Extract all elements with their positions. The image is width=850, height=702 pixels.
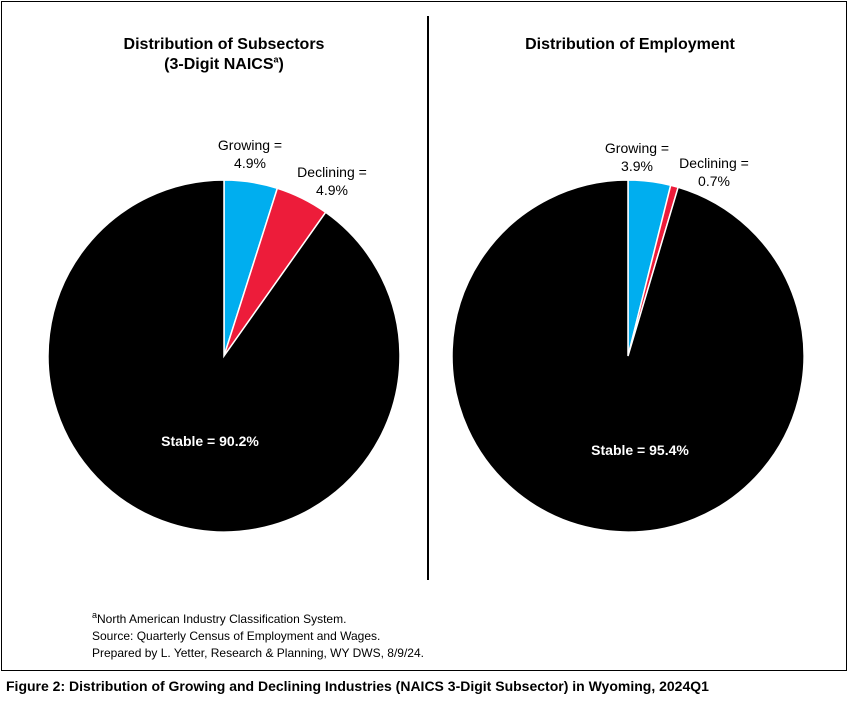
footnote-superscript: a	[92, 610, 98, 620]
prepared-line: Prepared by L. Yetter, Research & Planni…	[92, 646, 424, 660]
chart-notes: aNorth American Industry Classification …	[92, 611, 424, 662]
slice-label-stable: Stable = 90.2%	[161, 433, 259, 449]
slice-label-growing: 4.9%	[234, 155, 266, 171]
slice-label-declining: 4.9%	[316, 182, 348, 198]
chart-subtitle: (3-Digit NAICSa)	[74, 55, 374, 75]
chart-title-text: Distribution of Employment	[525, 36, 735, 53]
slice-label-growing: Growing =	[218, 137, 282, 153]
chart-subtitle-close: )	[278, 56, 284, 73]
footnote-text: North American Industry Classification S…	[97, 612, 347, 626]
slice-label-growing: 3.9%	[621, 158, 653, 174]
chart-divider	[427, 16, 429, 580]
chart-subtitle-text: (3-Digit NAICS	[164, 56, 274, 73]
figure-caption: Figure 2: Distribution of Growing and De…	[6, 678, 709, 694]
pie-slice-stable	[451, 179, 805, 533]
slice-label-declining: Declining =	[297, 164, 367, 180]
slice-label-declining: Declining =	[679, 155, 749, 171]
source-line: Source: Quarterly Census of Employment a…	[92, 629, 381, 643]
chart-title-employment: Distribution of Employment	[480, 35, 780, 55]
pie-slice-stable	[47, 179, 401, 533]
slice-label-declining: 0.7%	[698, 173, 730, 189]
footnote-line: aNorth American Industry Classification …	[92, 611, 424, 628]
figure-frame	[1, 1, 847, 671]
slice-label-stable: Stable = 95.4%	[591, 442, 689, 458]
chart-title-text: Distribution of Subsectors	[123, 36, 325, 53]
chart-title-subsectors: Distribution of Subsectors (3-Digit NAIC…	[74, 35, 374, 75]
slice-label-growing: Growing =	[605, 140, 669, 156]
chart-subtitle-superscript: a	[273, 54, 279, 65]
